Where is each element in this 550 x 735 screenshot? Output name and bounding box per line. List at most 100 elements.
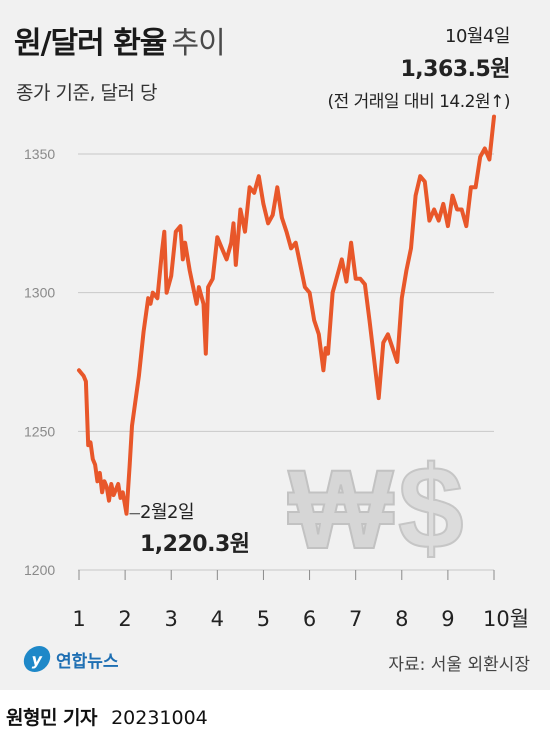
data-point <box>401 297 403 299</box>
data-point <box>108 500 110 502</box>
data-point <box>166 292 168 294</box>
data-point <box>452 195 453 197</box>
data-point <box>179 225 181 227</box>
won-sign-icon: ₩ <box>288 447 394 572</box>
data-point <box>152 292 154 294</box>
data-point <box>126 513 127 515</box>
data-point <box>87 444 89 446</box>
data-point <box>110 483 112 485</box>
data-point <box>85 380 87 382</box>
data-point <box>350 242 352 244</box>
data-point <box>230 242 232 244</box>
data-point <box>203 303 204 305</box>
data-point <box>239 209 241 210</box>
data-point <box>415 195 417 197</box>
data-point <box>90 441 91 443</box>
data-point <box>99 472 101 474</box>
data-point <box>267 222 269 224</box>
line-chart: ₩ $ 1200 1250 1300 1350 1 2 3 4 5 6 7 8 9 10월 <box>24 114 529 631</box>
series-layer <box>77 114 496 516</box>
data-point <box>470 186 472 188</box>
dollar-sign-icon: $ <box>398 442 464 574</box>
low-date: 2월2일 <box>140 502 195 523</box>
data-point <box>387 333 389 335</box>
data-point <box>101 491 103 493</box>
data-point <box>207 286 209 288</box>
data-point <box>122 491 124 493</box>
data-point <box>138 375 140 377</box>
data-point <box>493 116 495 118</box>
source-note: 자료: 서울 외환시장 <box>388 655 530 675</box>
data-point <box>115 489 117 491</box>
yonhap-logo-icon: y <box>21 646 53 672</box>
data-point <box>253 192 255 194</box>
data-point <box>117 483 119 485</box>
data-point <box>327 353 329 355</box>
latest-date: 10월4일 <box>445 26 510 47</box>
data-point <box>345 281 347 283</box>
data-point <box>96 480 98 482</box>
y-tick-label-1200: 1200 <box>24 562 55 578</box>
chart-card <box>0 0 550 690</box>
data-point <box>313 319 315 321</box>
x-tick-label-5: 5 <box>257 607 270 631</box>
data-point <box>184 242 186 244</box>
publisher-logo: y 연합뉴스 <box>21 646 119 672</box>
data-point <box>355 278 357 280</box>
latest-value-annotation: 10월4일 1,363.5원 (전 거래일 대비 14.2원↑) <box>327 22 510 112</box>
data-point <box>378 397 380 399</box>
data-point <box>359 278 361 280</box>
x-tick-label-2: 2 <box>118 607 131 631</box>
chart-subtitle: 종가 기준, 달러 당 <box>16 82 158 104</box>
data-point <box>120 497 121 499</box>
data-point <box>369 319 370 321</box>
data-point <box>198 286 200 288</box>
data-point <box>170 275 172 277</box>
data-point <box>373 358 375 360</box>
data-point <box>392 347 394 349</box>
data-point <box>129 464 131 466</box>
data-point <box>249 186 251 188</box>
data-point <box>221 247 223 249</box>
low-value-annotation: 2월2일 1,220.3원 <box>140 498 250 558</box>
latest-change: (전 거래일 대비 14.2원↑) <box>327 92 510 112</box>
data-point <box>438 220 440 222</box>
publish-date: 20231004 <box>111 707 208 729</box>
data-point <box>189 270 191 271</box>
data-point <box>410 247 412 249</box>
data-point <box>325 347 327 349</box>
data-point <box>233 222 234 224</box>
data-point <box>226 258 228 260</box>
data-point <box>113 494 115 496</box>
data-point <box>479 156 481 158</box>
data-point <box>433 209 435 210</box>
data-point <box>336 275 338 277</box>
data-point <box>484 148 486 149</box>
data-point <box>196 303 198 305</box>
data-point <box>424 181 426 183</box>
data-point <box>94 464 96 466</box>
gridlines <box>78 153 494 571</box>
low-value: 1,220.3원 <box>140 532 250 557</box>
data-point <box>281 217 283 219</box>
data-point <box>396 361 398 363</box>
byline: 원형민 기자 20231004 <box>6 703 208 730</box>
x-tick-label-7: 7 <box>349 607 362 631</box>
data-point <box>276 186 278 188</box>
data-point <box>244 231 246 233</box>
data-point <box>461 209 463 210</box>
x-tick-label-6: 6 <box>303 607 316 631</box>
data-point <box>182 258 184 260</box>
data-point <box>304 286 306 288</box>
data-point <box>78 369 80 371</box>
x-tick-label-3: 3 <box>165 607 178 631</box>
data-point <box>147 297 149 299</box>
y-tick-label-1250: 1250 <box>24 423 55 439</box>
chart-title: 원/달러 환율 추이 <box>14 18 226 62</box>
x-tick-label-4: 4 <box>211 607 224 631</box>
data-point <box>106 486 108 488</box>
data-point <box>442 203 444 205</box>
data-point <box>322 369 324 371</box>
data-point <box>364 283 366 285</box>
data-point <box>258 175 260 177</box>
